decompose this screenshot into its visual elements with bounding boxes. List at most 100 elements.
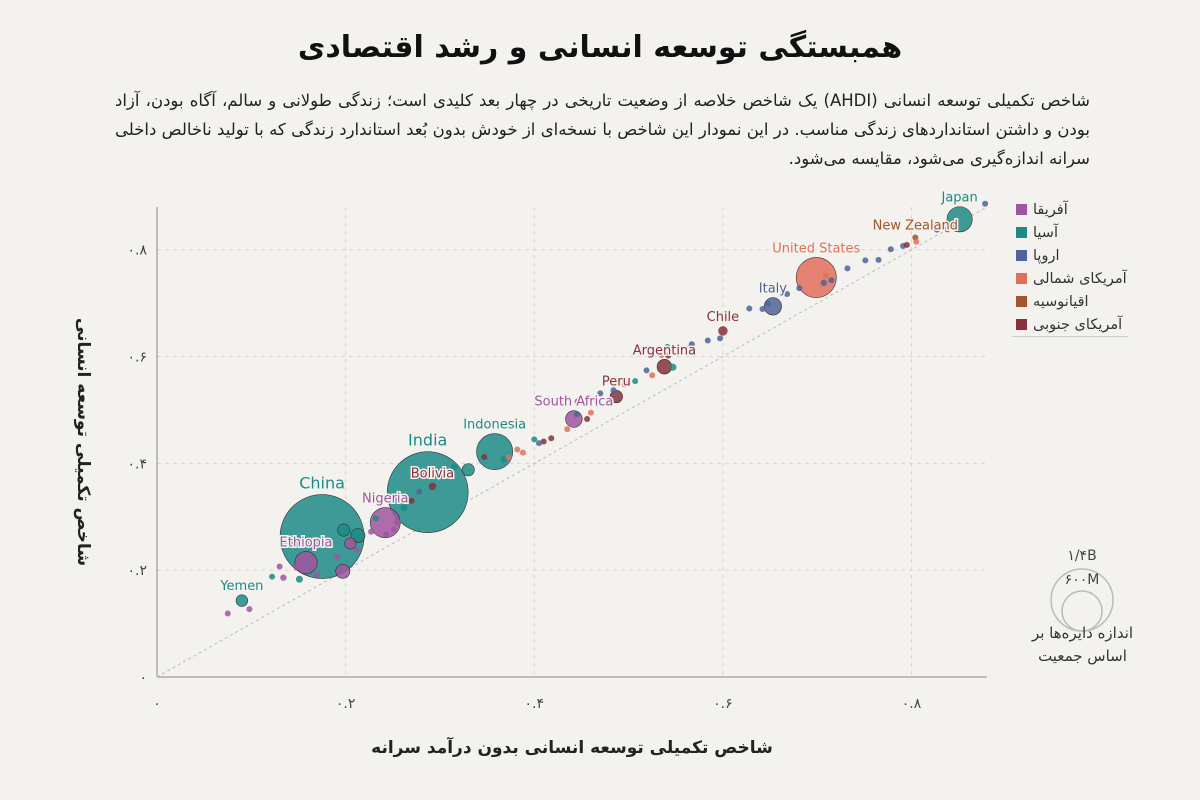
- x-tick-label: ۰.۲: [336, 696, 356, 712]
- diagonal-reference-line: [156, 206, 988, 678]
- data-point: [564, 426, 571, 433]
- size-legend-note: اندازه دایره‌ها بر اساس جمعیت: [1031, 624, 1134, 665]
- data-point: [269, 573, 276, 580]
- data-point: [353, 546, 360, 553]
- point-label: Italy: [759, 282, 788, 297]
- data-point: [565, 410, 583, 428]
- data-point: [875, 256, 882, 263]
- point-label: Peru: [602, 374, 631, 389]
- data-point: [344, 537, 357, 550]
- chart-subtitle: شاخص تکمیلی توسعه انسانی (AHDI) یک شاخص …: [115, 91, 1090, 168]
- point-label: United States: [772, 241, 860, 256]
- data-point: [400, 504, 408, 512]
- data-point: [293, 564, 300, 571]
- data-point: [887, 246, 894, 253]
- legend-item-oceania: اقیانوسیه: [1010, 290, 1130, 313]
- data-point: [587, 409, 594, 416]
- data-point: [383, 531, 390, 538]
- data-point: [391, 493, 398, 500]
- point-label: South Africa: [534, 395, 613, 410]
- data-point: [763, 297, 782, 316]
- data-point: [334, 553, 341, 560]
- data-point: [450, 463, 458, 471]
- size-legend-small-label: ۶۰۰M: [1065, 572, 1100, 588]
- legend-swatch: [1016, 250, 1027, 261]
- legend-swatch: [1016, 319, 1027, 330]
- legend-item-asia: آسیا: [1010, 221, 1130, 244]
- data-point: [828, 277, 835, 284]
- data-point: [540, 438, 547, 445]
- point-label: Nigeria: [362, 492, 409, 507]
- data-point: [314, 571, 321, 578]
- legend-swatch: [1016, 204, 1027, 215]
- data-point: [669, 363, 677, 371]
- data-point: [584, 416, 591, 423]
- data-point: [393, 518, 402, 526]
- point-label: Argentina: [633, 343, 696, 358]
- data-point: [982, 200, 989, 207]
- legend-label: اروپا: [1033, 247, 1060, 264]
- y-tick-label: ۰.۴: [128, 456, 148, 472]
- data-point: [862, 257, 869, 264]
- data-point: [784, 291, 791, 298]
- data-point: [573, 411, 580, 418]
- data-points: [224, 200, 989, 617]
- data-point: [765, 300, 772, 307]
- data-point: [408, 497, 415, 504]
- data-point: [350, 528, 366, 543]
- data-point: [294, 551, 318, 575]
- point-label: Ethiopia: [280, 535, 333, 550]
- data-point: [574, 398, 581, 405]
- data-point: [368, 528, 375, 535]
- legend-item-south-america: آمریکای جنوبی: [1010, 313, 1130, 336]
- data-point: [531, 436, 538, 443]
- point-label: New Zealand: [873, 218, 958, 233]
- size-legend-large-label: ۱/۴B: [1067, 548, 1096, 564]
- data-point: [519, 449, 526, 456]
- data-point: [913, 238, 920, 245]
- x-tick-label: ۰: [153, 696, 161, 712]
- data-point: [658, 351, 665, 358]
- data-point: [548, 435, 555, 442]
- data-point: [386, 451, 469, 533]
- point-label: Yemen: [219, 579, 263, 594]
- data-point: [535, 440, 542, 447]
- data-point: [718, 326, 728, 336]
- legend-label: آسیا: [1033, 224, 1058, 241]
- data-point: [295, 575, 303, 583]
- legend-label: آمریکای شمالی: [1033, 270, 1127, 287]
- data-point: [944, 226, 951, 233]
- data-point: [649, 372, 656, 379]
- point-label: India: [408, 431, 447, 450]
- data-point: [335, 563, 351, 579]
- y-tick-label: ۰: [139, 670, 147, 686]
- point-label: China: [299, 474, 345, 493]
- data-point: [481, 453, 488, 460]
- data-point: [820, 279, 828, 287]
- data-point: [903, 241, 910, 248]
- data-point: [505, 454, 512, 461]
- diagonal-line: [156, 206, 988, 678]
- y-tick-label: ۰.۲: [128, 563, 148, 579]
- data-point: [686, 345, 693, 351]
- legend-label: آمریکای جنوبی: [1033, 316, 1123, 333]
- data-point: [280, 574, 287, 581]
- point-label: Bolivia: [411, 467, 454, 482]
- data-point: [632, 378, 639, 385]
- axis-ticks: ۰ ۰.۲ ۰.۴ ۰.۶ ۰.۸ ۰ ۰.۲ ۰.۴ ۰.۶ ۰.۸: [128, 243, 922, 712]
- data-point: [476, 433, 514, 471]
- size-legend-small-circle: [1061, 590, 1103, 632]
- data-point: [643, 367, 650, 374]
- data-point: [796, 285, 803, 292]
- data-point: [822, 272, 829, 279]
- legend-item-africa: آفریقا: [1010, 198, 1130, 221]
- data-point: [461, 463, 475, 477]
- data-point: [514, 446, 521, 453]
- data-point: [946, 206, 973, 233]
- legend-divider: [1012, 336, 1128, 337]
- legend-swatch: [1016, 227, 1027, 238]
- data-point: [390, 526, 397, 533]
- legend-label: آفریقا: [1033, 201, 1068, 218]
- data-point: [621, 381, 628, 388]
